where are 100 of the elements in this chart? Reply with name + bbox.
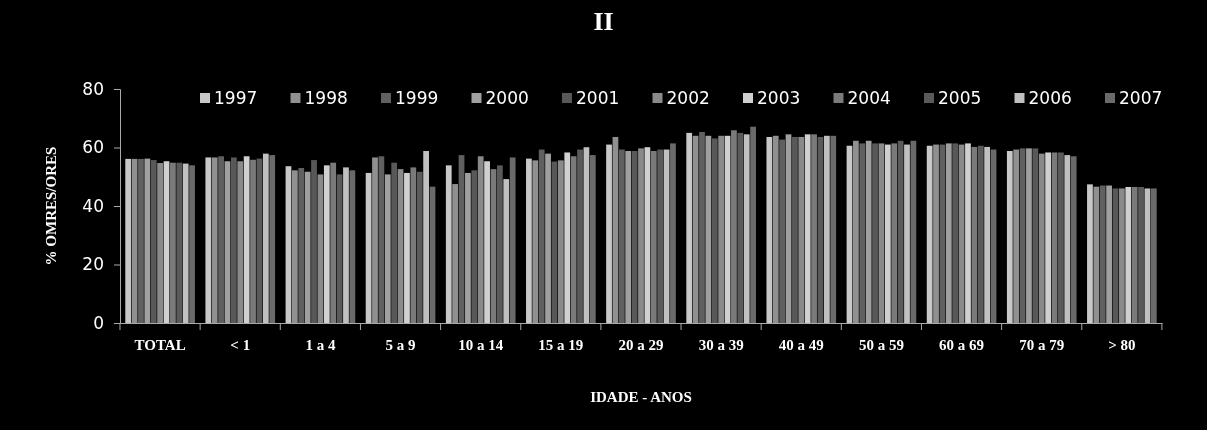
legend-label: 2007: [1119, 88, 1163, 108]
legend-label: 2005: [938, 88, 982, 108]
bar: [618, 149, 625, 323]
legend-label: 2006: [1028, 88, 1072, 108]
x-tick-label: 20 a 29: [618, 337, 664, 353]
bar: [497, 165, 503, 323]
x-tick-label: 15 a 19: [538, 337, 584, 353]
bar: [343, 167, 349, 323]
bar: [977, 145, 984, 323]
bar: [904, 144, 910, 323]
y-tick-label: 80: [82, 78, 104, 99]
bar: [589, 155, 596, 323]
bar: [150, 160, 157, 323]
bar: [657, 149, 664, 323]
bar: [205, 157, 212, 323]
bar: [1032, 148, 1039, 323]
bar: [743, 134, 750, 323]
x-tick-label: 10 a 14: [458, 337, 504, 353]
legend-label: 1999: [395, 88, 439, 108]
x-tick-label: 1 a 4: [305, 337, 336, 353]
bar: [670, 143, 676, 323]
bar: [971, 146, 978, 323]
bar: [311, 160, 317, 323]
bar: [1038, 153, 1045, 323]
bar: [1013, 149, 1020, 323]
bar: [830, 135, 837, 323]
y-axis-title: % OMRES/ORES: [43, 146, 59, 266]
bar: [262, 153, 269, 323]
bar: [471, 170, 478, 323]
bar: [606, 144, 612, 323]
y-tick-label: 20: [82, 254, 104, 275]
x-tick-label: 30 a 39: [698, 337, 744, 353]
bar: [638, 148, 644, 323]
bar: [570, 156, 577, 323]
bar: [772, 135, 779, 323]
bar: [503, 179, 510, 323]
bar: [250, 159, 256, 323]
bar: [798, 136, 805, 323]
bar: [1064, 155, 1071, 323]
bar: [182, 163, 189, 323]
bar: [298, 167, 305, 323]
bar: [1070, 156, 1077, 323]
x-tick-label: 40 a 49: [778, 337, 824, 353]
bar: [1150, 188, 1157, 323]
bar: [372, 157, 378, 323]
x-tick-label: 70 a 79: [1019, 337, 1065, 353]
legend-label: 2002: [666, 88, 710, 108]
legend-label: 2003: [757, 88, 801, 108]
bar: [792, 136, 798, 323]
bar: [138, 158, 144, 323]
bar: [1119, 188, 1125, 323]
bar: [1131, 186, 1138, 323]
bar: [509, 157, 516, 323]
bar: [484, 161, 490, 323]
bar: [711, 138, 718, 323]
bar: [237, 161, 244, 323]
bar: [1099, 185, 1106, 323]
x-tick-label: 50 a 59: [858, 337, 904, 353]
bar: [189, 165, 195, 323]
bar: [1045, 152, 1051, 323]
bar: [416, 171, 423, 323]
bar: [125, 158, 132, 323]
x-tick-label: 5 a 9: [385, 337, 416, 353]
bar: [404, 172, 410, 323]
bar: [1125, 186, 1132, 323]
bar: [933, 144, 939, 323]
bar: [1138, 186, 1144, 323]
bar: [823, 135, 830, 323]
legend-label: 1998: [304, 88, 348, 108]
bar: [779, 139, 785, 323]
bar: [859, 143, 866, 323]
bar: [804, 134, 811, 323]
legend-label: 2001: [576, 88, 620, 108]
x-tick-label: < 1: [230, 337, 251, 353]
bar: [699, 132, 705, 323]
bar: [1087, 184, 1093, 323]
bar: [526, 158, 532, 323]
y-tick-label: 40: [82, 195, 104, 216]
bar: [269, 155, 276, 323]
bar: [391, 162, 398, 323]
bar: [452, 184, 459, 323]
bar: [686, 132, 693, 323]
bar: [984, 146, 991, 323]
bar: [330, 162, 337, 323]
x-tick-label: TOTAL: [134, 337, 186, 353]
bar: [423, 151, 429, 323]
bar: [211, 157, 218, 323]
bar: [231, 157, 237, 323]
bar: [750, 126, 756, 323]
bar: [218, 156, 224, 323]
bar: [718, 135, 725, 323]
bar: [650, 151, 657, 323]
bar: [891, 143, 898, 323]
bar: [1006, 151, 1013, 323]
bar: [176, 162, 183, 323]
bar: [323, 165, 330, 323]
x-axis-title: IDADE - ANOS: [590, 389, 692, 405]
bar: [445, 165, 452, 323]
bar: [410, 167, 417, 323]
bar: [872, 143, 878, 323]
